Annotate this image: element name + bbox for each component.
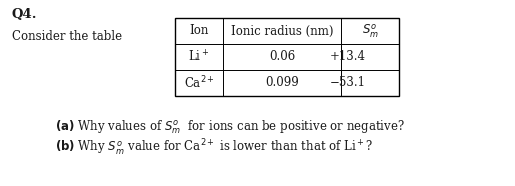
Text: $\mathbf{(b)}$ Why $S_m^o$ value for Ca$^{2+}$ is lower than that of Li$^+$?: $\mathbf{(b)}$ Why $S_m^o$ value for Ca$… [55,138,373,158]
Text: 0.06: 0.06 [269,51,295,63]
Text: Ca$^{2+}$: Ca$^{2+}$ [183,75,214,91]
Text: Li$^+$: Li$^+$ [188,49,210,65]
Text: Ionic radius (nm): Ionic radius (nm) [231,25,333,38]
Text: 0.099: 0.099 [265,76,299,89]
Text: $\mathbf{(a)}$ Why values of $S_m^o$  for ions can be positive or negative?: $\mathbf{(a)}$ Why values of $S_m^o$ for… [55,118,405,135]
Text: −53.1: −53.1 [330,76,366,89]
Text: Ion: Ion [190,25,209,38]
Text: Q4.: Q4. [12,8,38,21]
Text: $S_m^o$: $S_m^o$ [362,22,379,40]
Text: Consider the table: Consider the table [12,30,122,43]
Text: +13.4: +13.4 [330,51,366,63]
Bar [175,18,399,96]
